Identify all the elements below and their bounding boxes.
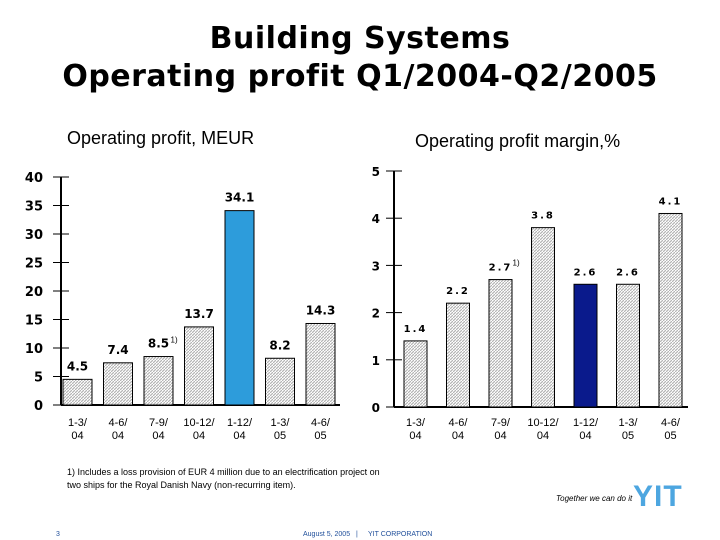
right-y-tick-label: 0 <box>372 401 380 415</box>
right-category-label: 1-12/04 <box>573 417 599 442</box>
slide-title-line1: Building Systems <box>209 21 511 56</box>
right-category-label: 4-6/04 <box>449 417 469 442</box>
tagline: Together we can do it <box>556 494 633 503</box>
left-category-label: 4-6/05 <box>311 417 331 442</box>
left-bar <box>224 210 255 406</box>
right-category-label: 10-12/04 <box>527 417 559 442</box>
left-y-tick-label: 40 <box>25 171 43 186</box>
right-chart-title: Operating profit margin,% <box>415 131 621 151</box>
left-bar <box>184 326 214 406</box>
right-value-label: 4.1 <box>659 196 683 207</box>
left-category-label: 10-12/04 <box>183 417 215 442</box>
footer-company: YIT CORPORATION <box>368 531 433 538</box>
right-value-label: 2.6 <box>616 267 640 278</box>
left-bar <box>103 362 133 406</box>
left-value-label: 34.1 <box>225 191 255 205</box>
right-y-tick-label: 3 <box>372 259 380 273</box>
left-y-tick-label: 25 <box>25 257 43 272</box>
right-category-label: 1-3/05 <box>619 417 639 442</box>
left-value-label: 7.4 <box>107 343 128 357</box>
right-bar <box>488 279 513 408</box>
left-y-tick-label: 15 <box>25 314 43 329</box>
left-value-label: 4.5 <box>67 359 88 373</box>
right-bar <box>573 283 598 408</box>
right-bar <box>658 212 683 408</box>
right-annotation: 1) <box>513 259 520 268</box>
right-value-label: 3.8 <box>531 211 555 222</box>
page-number: 3 <box>56 531 60 538</box>
left-y-tick-label: 20 <box>25 285 43 300</box>
footnote: 1) Includes a loss provision of EUR 4 mi… <box>67 467 380 490</box>
right-y-tick-label: 1 <box>372 354 380 368</box>
right-category-label: 4-6/05 <box>661 417 681 442</box>
left-value-label: 13.7 <box>184 307 214 321</box>
slide-title-line2: Operating profit Q1/2004-Q2/2005 <box>62 59 658 94</box>
right-bar <box>616 283 640 408</box>
footer-separator: | <box>356 531 358 538</box>
left-value-label: 14.3 <box>306 303 336 317</box>
left-bar <box>265 357 295 406</box>
right-y-tick-label: 5 <box>372 165 380 179</box>
left-annotation: 1) <box>171 336 178 345</box>
right-value-label: 2.6 <box>574 267 598 278</box>
left-category-label: 7-9/04 <box>149 417 169 442</box>
left-y-tick-label: 30 <box>25 228 43 243</box>
right-category-label: 1-3/04 <box>406 417 426 442</box>
left-bar <box>143 356 174 406</box>
left-category-label: 4-6/04 <box>109 417 129 442</box>
right-bar <box>531 227 555 408</box>
footer-date: August 5, 2005 <box>303 531 351 538</box>
right-y-tick-label: 2 <box>372 307 380 321</box>
right-value-label: 1.4 <box>404 324 428 335</box>
left-category-label: 1-3/04 <box>68 417 88 442</box>
left-chart-title: Operating profit, MEUR <box>67 128 255 148</box>
right-category-label: 7-9/04 <box>491 417 511 442</box>
left-bar <box>305 322 336 406</box>
right-y-tick-label: 4 <box>372 212 380 226</box>
left-bar <box>62 378 93 406</box>
right-bar <box>403 340 428 408</box>
right-value-label: 2.7 <box>489 263 513 274</box>
left-y-tick-label: 35 <box>25 200 43 215</box>
left-y-tick-label: 0 <box>34 399 43 414</box>
left-y-tick-label: 5 <box>34 371 43 386</box>
left-y-tick-label: 10 <box>25 342 43 357</box>
yit-logo: YIT <box>633 480 683 513</box>
left-value-label: 8.5 <box>148 337 169 351</box>
left-category-label: 1-12/04 <box>227 417 253 442</box>
left-category-label: 1-3/05 <box>271 417 291 442</box>
right-bar <box>446 302 470 408</box>
left-value-label: 8.2 <box>269 338 290 352</box>
right-value-label: 2.2 <box>446 286 470 297</box>
